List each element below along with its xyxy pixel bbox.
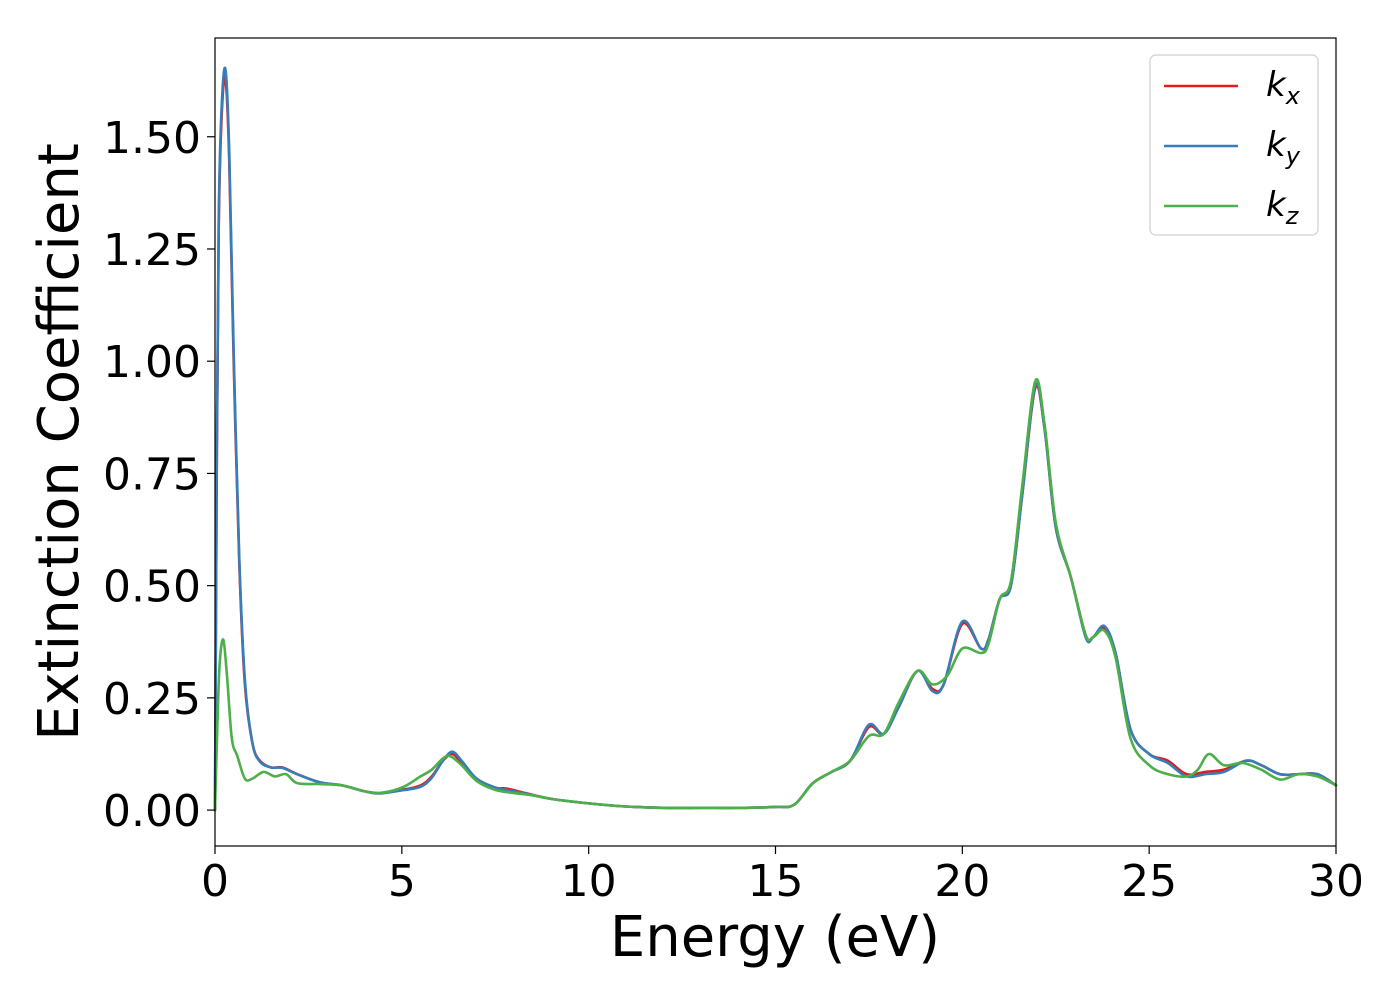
x-tick-label: 25: [1121, 856, 1177, 907]
y-axis: 0.00 0.25 0.50 0.75 1.00 1.25 1.50: [103, 113, 215, 837]
y-tick-label: 0.25: [103, 674, 201, 725]
plot-area-background: [215, 38, 1336, 846]
legend-label-k-x: kx: [1266, 65, 1301, 110]
legend-label-k-z: kz: [1266, 185, 1300, 230]
x-tick-label: 0: [201, 856, 229, 907]
series-layer: [213, 66, 1338, 812]
x-axis-title: Energy (eV): [610, 905, 940, 970]
y-tick-label: 0.50: [103, 562, 201, 613]
legend: kx ky kz: [1149, 54, 1319, 236]
x-tick-label: 30: [1308, 856, 1364, 907]
x-tick-label: 15: [748, 856, 804, 907]
y-tick-label: 0.75: [103, 449, 201, 500]
x-tick-label: 20: [934, 856, 990, 907]
y-tick-label: 1.25: [103, 225, 201, 276]
series-line-k-z: [213, 378, 1338, 812]
y-axis-title: Extinction Coefficient: [27, 143, 92, 741]
x-tick-label: 5: [388, 856, 416, 907]
x-tick-label: 10: [561, 856, 617, 907]
legend-label-k-y: ky: [1266, 125, 1301, 170]
y-tick-label: 0.00: [103, 786, 201, 837]
x-axis: 0 5 10 15 20 25 30: [201, 846, 1364, 907]
y-tick-label: 1.50: [103, 113, 201, 164]
y-tick-label: 1.00: [103, 337, 201, 388]
